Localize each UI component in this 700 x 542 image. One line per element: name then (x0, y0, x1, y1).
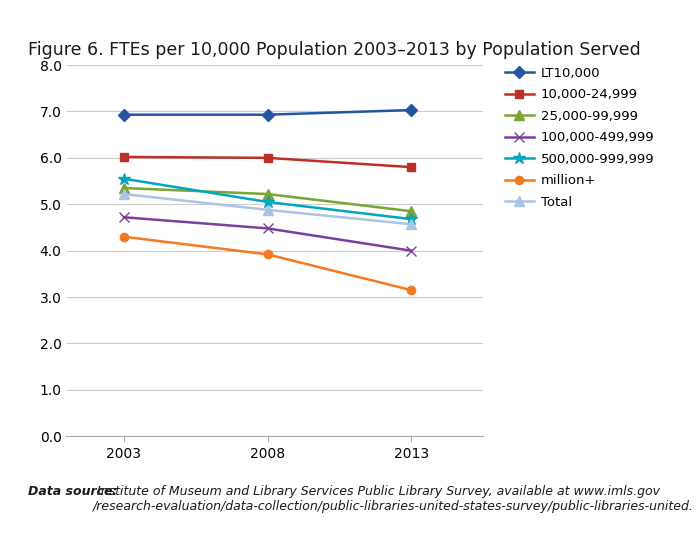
Total (263, 207, 272, 213)
10,000-24,999 (263, 154, 272, 161)
500,000-999,999 (407, 216, 415, 222)
million+ (120, 234, 128, 240)
Line: million+: million+ (120, 233, 415, 294)
Line: Total: Total (119, 189, 416, 229)
100,000-499,999 (407, 247, 415, 254)
Text: Data source:: Data source: (28, 485, 118, 498)
Total (120, 191, 128, 197)
LT10,000 (263, 112, 272, 118)
million+ (263, 251, 272, 257)
10,000-24,999 (407, 164, 415, 170)
25,000-99,999 (407, 208, 415, 215)
100,000-499,999 (120, 214, 128, 221)
LT10,000 (407, 107, 415, 113)
100,000-499,999 (263, 225, 272, 231)
500,000-999,999 (263, 199, 272, 205)
500,000-999,999 (120, 176, 128, 182)
Text: Figure 6. FTEs per 10,000 Population 2003–2013 by Population Served: Figure 6. FTEs per 10,000 Population 200… (28, 41, 640, 59)
Line: 500,000-999,999: 500,000-999,999 (118, 172, 417, 225)
25,000-99,999 (263, 191, 272, 197)
10,000-24,999 (120, 154, 128, 160)
Line: 10,000-24,999: 10,000-24,999 (120, 153, 415, 171)
Line: 25,000-99,999: 25,000-99,999 (119, 183, 416, 216)
Line: LT10,000: LT10,000 (120, 106, 415, 119)
million+ (407, 287, 415, 293)
Line: 100,000-499,999: 100,000-499,999 (119, 212, 416, 255)
Text: Institute of Museum and Library Services Public Library Survey, available at www: Institute of Museum and Library Services… (93, 485, 694, 513)
LT10,000 (120, 112, 128, 118)
Legend: LT10,000, 10,000-24,999, 25,000-99,999, 100,000-499,999, 500,000-999,999, millio: LT10,000, 10,000-24,999, 25,000-99,999, … (500, 61, 659, 214)
25,000-99,999 (120, 185, 128, 191)
Total (407, 221, 415, 228)
